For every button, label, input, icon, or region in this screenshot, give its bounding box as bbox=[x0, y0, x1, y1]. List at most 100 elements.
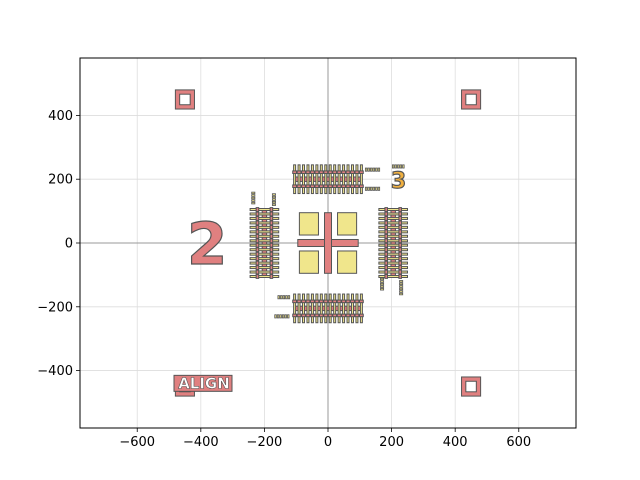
comb-left-finger bbox=[249, 230, 280, 234]
comb-top-finger bbox=[324, 164, 328, 195]
via-dot bbox=[367, 186, 370, 191]
via-dot bbox=[287, 295, 291, 300]
comb-right-finger bbox=[378, 261, 408, 265]
comb-right-finger-cap bbox=[384, 274, 388, 279]
comb-top-finger bbox=[293, 164, 297, 195]
x-tick-label: −600 bbox=[119, 435, 155, 450]
via-dot bbox=[380, 282, 385, 286]
comb-left-finger-cap bbox=[269, 242, 274, 248]
comb-left-finger bbox=[249, 243, 280, 247]
via-dot bbox=[251, 201, 256, 205]
comb-left-finger-cap bbox=[255, 247, 260, 253]
comb-left-finger-cap bbox=[255, 224, 260, 230]
comb-bottom-finger-cap bbox=[301, 299, 306, 304]
via-dot bbox=[251, 196, 256, 200]
comb-right-finger-cap bbox=[398, 256, 402, 262]
comb-right-finger-cap bbox=[384, 238, 388, 244]
comb-bottom-finger-cap bbox=[354, 313, 360, 318]
comb-left-finger-cap bbox=[255, 274, 260, 279]
comb-bottom-finger bbox=[315, 293, 319, 324]
comb-bottom-finger bbox=[310, 293, 314, 324]
comb-bottom-finger-cap bbox=[358, 313, 364, 318]
comb-right-finger-cap bbox=[398, 274, 402, 279]
via-dot bbox=[380, 285, 385, 288]
comb-right-finger-cap bbox=[384, 207, 388, 212]
comb-right-finger-cap bbox=[384, 269, 388, 275]
comb-left-finger-cap bbox=[269, 207, 274, 212]
via-dot bbox=[251, 199, 256, 202]
comb-bottom-finger-cap bbox=[318, 313, 324, 318]
via-dot bbox=[377, 186, 381, 191]
y-tick-label: −200 bbox=[37, 300, 73, 315]
comb-top-finger-cap bbox=[345, 184, 351, 188]
comb-bottom-finger bbox=[324, 293, 328, 324]
comb-top-finger-cap bbox=[310, 170, 315, 174]
via-dot bbox=[271, 198, 276, 201]
comb-top-finger-cap bbox=[301, 184, 306, 188]
comb-bottom-finger-cap bbox=[350, 299, 355, 304]
comb-top-finger-cap bbox=[301, 170, 306, 174]
comb-left-finger-cap bbox=[255, 251, 260, 257]
comb-right-finger-cap bbox=[398, 251, 402, 257]
comb-top-finger bbox=[355, 164, 359, 195]
comb-bottom-finger-cap bbox=[336, 313, 342, 318]
via-dot bbox=[375, 167, 378, 172]
comb-bottom-finger-cap bbox=[327, 299, 333, 304]
comb-right-finger bbox=[378, 216, 408, 220]
comb-top-finger-cap bbox=[292, 170, 298, 174]
comb-top-finger-cap bbox=[305, 184, 311, 188]
comb-left-finger bbox=[249, 261, 280, 265]
comb-left-finger-cap bbox=[269, 274, 274, 279]
comb-right-finger bbox=[378, 239, 408, 243]
via-dot bbox=[399, 282, 404, 286]
comb-right-finger-cap bbox=[384, 211, 388, 217]
comb-top-finger-cap bbox=[358, 184, 364, 188]
comb-right-finger-cap bbox=[398, 233, 402, 239]
comb-right-finger bbox=[378, 225, 408, 229]
comb-bottom-finger-cap bbox=[345, 313, 351, 318]
comb-right-finger-cap bbox=[384, 233, 388, 239]
comb-bottom-finger-cap bbox=[292, 313, 298, 318]
comb-left-finger-cap bbox=[269, 265, 274, 270]
comb-left-finger-cap bbox=[269, 229, 274, 235]
comb-top-finger bbox=[302, 164, 306, 195]
comb-left-finger-cap bbox=[255, 260, 260, 266]
x-tick-label: 200 bbox=[379, 435, 404, 450]
comb-top-finger-cap bbox=[327, 170, 333, 174]
comb-left-finger bbox=[249, 239, 280, 243]
comb-right-finger-cap bbox=[398, 269, 402, 275]
comb-top-finger-cap bbox=[314, 170, 320, 174]
comb-top-finger-cap bbox=[318, 184, 324, 188]
comb-left-finger-cap bbox=[269, 220, 274, 226]
comb-bottom-finger-cap bbox=[314, 313, 320, 318]
comb-left-finger bbox=[249, 248, 280, 252]
comb-right-finger-cap bbox=[398, 211, 402, 217]
comb-left-finger-cap bbox=[255, 216, 260, 221]
comb-top-finger-cap bbox=[305, 170, 311, 174]
comb-bottom-finger bbox=[350, 293, 354, 324]
comb-bottom-finger bbox=[328, 293, 332, 324]
comb-left-finger bbox=[249, 252, 280, 256]
comb-top-finger bbox=[337, 164, 341, 195]
comb-bottom-finger-cap bbox=[332, 299, 338, 304]
comb-top-finger bbox=[306, 164, 310, 195]
comb-right-finger bbox=[378, 274, 408, 278]
comb-top-finger bbox=[359, 164, 363, 195]
via-dot bbox=[372, 186, 375, 191]
yellow-pad bbox=[298, 212, 319, 236]
comb-top-finger-cap bbox=[341, 170, 346, 174]
comb-top-finger-cap bbox=[296, 184, 302, 188]
comb-bottom-finger bbox=[355, 293, 359, 324]
comb-top-finger-cap bbox=[318, 170, 324, 174]
comb-left-finger-cap bbox=[255, 238, 260, 244]
align-mark-top-right-inner bbox=[465, 93, 477, 106]
comb-top-finger bbox=[342, 164, 346, 195]
y-tick-label: 400 bbox=[48, 109, 73, 124]
comb-right-finger bbox=[378, 248, 408, 252]
comb-right-finger-cap bbox=[384, 260, 388, 266]
y-tick-label: 200 bbox=[48, 173, 73, 188]
comb-right-finger-cap bbox=[384, 216, 388, 221]
via-dot bbox=[285, 295, 288, 300]
comb-left-finger-cap bbox=[269, 260, 274, 266]
comb-bottom-finger bbox=[337, 293, 341, 324]
